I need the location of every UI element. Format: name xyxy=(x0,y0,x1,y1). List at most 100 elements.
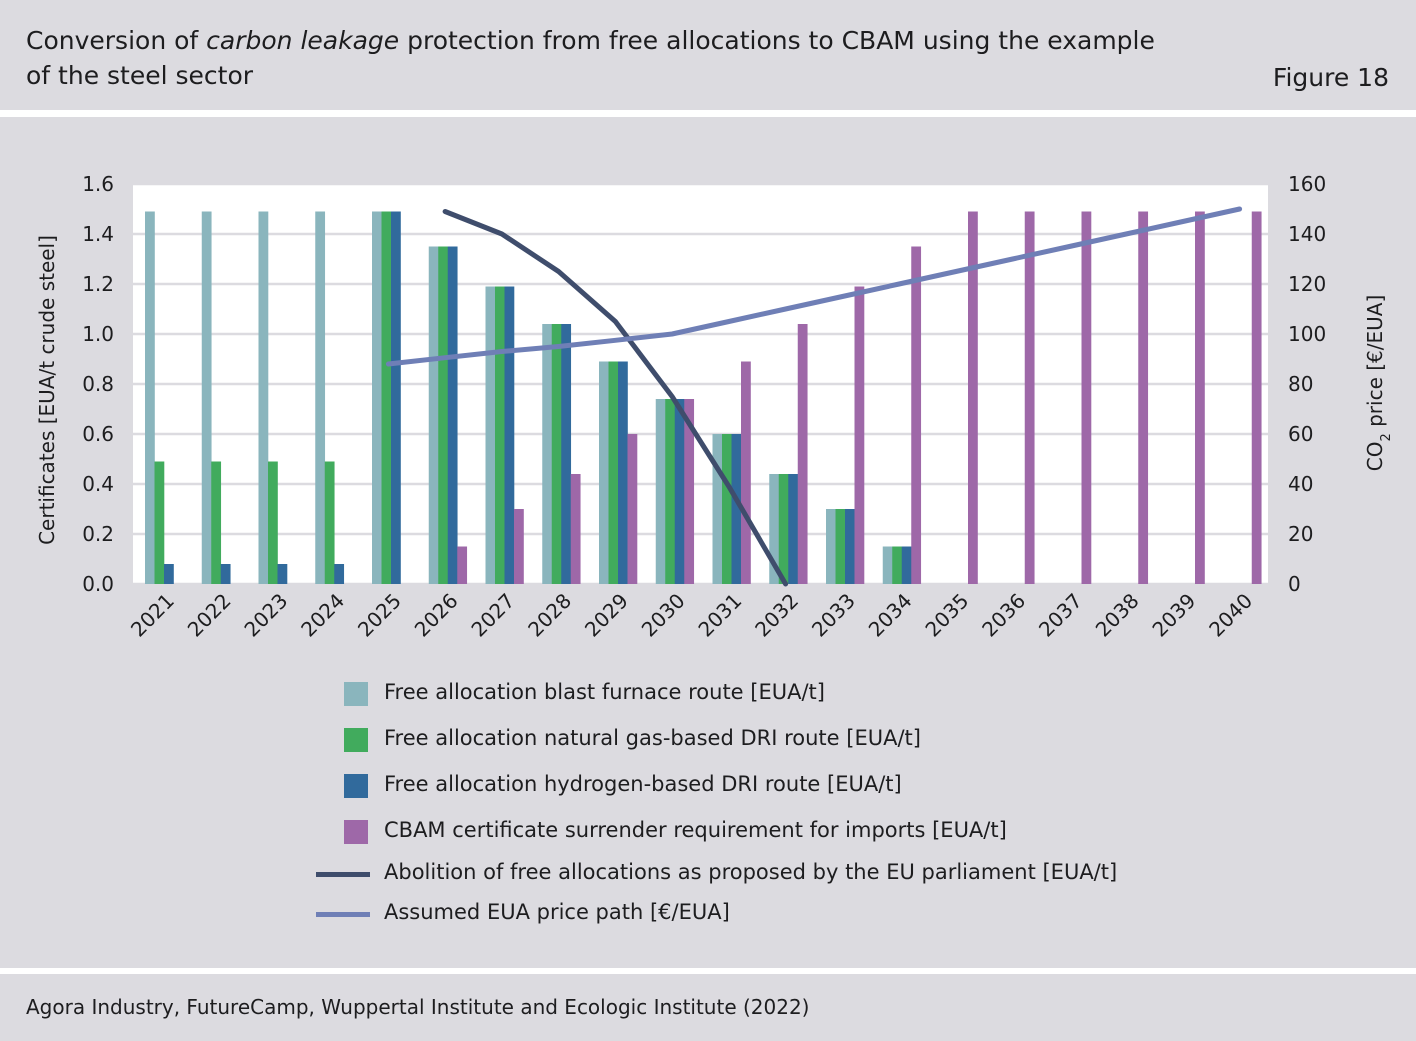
bar-hydrogen-dri-2030 xyxy=(674,399,685,584)
legend-label-natural-gas-dri: Free allocation natural gas-based DRI ro… xyxy=(384,726,921,750)
y-tick-label: 1.0 xyxy=(82,322,114,346)
y2-axis-ticks: 0 20 40 60 80 100 120 140 160 xyxy=(1288,172,1326,596)
y-tick-label: 1.2 xyxy=(82,272,114,296)
x-tick-label: 2021 xyxy=(126,589,179,642)
y-tick-label: 0.0 xyxy=(82,572,114,596)
legend-label-blast-furnace: Free allocation blast furnace route [EUA… xyxy=(384,680,825,704)
source-note: Agora Industry, FutureCamp, Wuppertal In… xyxy=(26,995,810,1019)
x-tick-label: 2036 xyxy=(977,589,1030,642)
legend-swatch-natural-gas-dri xyxy=(344,728,368,752)
x-tick-label: 2031 xyxy=(693,589,746,642)
bar-natural-gas-dri-2021 xyxy=(154,461,165,584)
x-tick-label: 2027 xyxy=(466,589,519,642)
bar-natural-gas-dri-2034 xyxy=(892,546,903,584)
bar-blast-furnace-2033 xyxy=(826,509,836,584)
legend-swatch-cbam xyxy=(344,820,368,844)
bar-blast-furnace-2023 xyxy=(258,211,269,584)
y2-axis-title: CO2 price [€/EUA] xyxy=(1363,295,1394,472)
y2-tick-label: 40 xyxy=(1288,472,1313,496)
x-tick-label: 2026 xyxy=(410,589,463,642)
bar-natural-gas-dri-2024 xyxy=(324,461,335,584)
legend-line-eua-price xyxy=(316,912,370,917)
bar-blast-furnace-2034 xyxy=(882,546,893,584)
legend-line-abolition xyxy=(316,872,370,877)
bar-cbam-2029 xyxy=(627,434,638,584)
x-tick-label: 2040 xyxy=(1204,589,1257,642)
bar-hydrogen-dri-2032 xyxy=(788,474,799,584)
bar-blast-furnace-2031 xyxy=(712,434,723,584)
y2-tick-label: 80 xyxy=(1288,372,1313,396)
bar-cbam-2039 xyxy=(1195,211,1205,584)
bar-natural-gas-dri-2028 xyxy=(551,324,562,584)
x-axis-ticks: 2021 2022 2023 2024 2025 2026 2027 2028 2029 2030… xyxy=(126,589,1257,642)
legend-label-eua-price: Assumed EUA price path [€/EUA] xyxy=(384,900,730,924)
y2-tick-label: 100 xyxy=(1288,322,1326,346)
bar-cbam-2027 xyxy=(514,509,524,584)
x-tick-label: 2037 xyxy=(1034,589,1087,642)
legend-swatch-hydrogen-dri xyxy=(344,774,368,798)
y2-tick-label: 0 xyxy=(1288,572,1301,596)
bar-natural-gas-dri-2025 xyxy=(381,211,392,584)
bar-blast-furnace-2021 xyxy=(145,211,155,584)
figure-label: Figure 18 xyxy=(1272,63,1389,92)
bar-hydrogen-dri-2029 xyxy=(618,361,628,584)
chart-title-line-1: Conversion of carbon leakage protection … xyxy=(26,26,1155,55)
bar-cbam-2031 xyxy=(741,361,751,584)
lines xyxy=(385,206,1243,587)
y-tick-label: 0.8 xyxy=(82,372,114,396)
bar-cbam-2034 xyxy=(911,246,922,584)
y2-tick-label: 60 xyxy=(1288,422,1313,446)
bar-blast-furnace-2032 xyxy=(769,474,780,584)
line-abolition xyxy=(442,209,789,587)
bar-cbam-2032 xyxy=(797,324,808,584)
bar-cbam-2038 xyxy=(1138,211,1149,584)
x-tick-label: 2025 xyxy=(353,589,406,642)
y2-tick-label: 160 xyxy=(1288,172,1326,196)
bar-natural-gas-dri-2032 xyxy=(778,474,789,584)
bar-blast-furnace-2025 xyxy=(372,211,382,584)
x-tick-label: 2033 xyxy=(807,589,860,642)
bar-hydrogen-dri-2024 xyxy=(334,564,345,584)
bar-blast-furnace-2030 xyxy=(655,399,666,584)
x-tick-label: 2028 xyxy=(523,589,576,642)
x-tick-label: 2023 xyxy=(239,589,292,642)
legend-label-cbam: CBAM certificate surrender requirement f… xyxy=(384,818,1007,842)
bar-hydrogen-dri-2023 xyxy=(277,564,288,584)
bar-natural-gas-dri-2022 xyxy=(211,461,222,584)
bar-natural-gas-dri-2023 xyxy=(268,461,278,584)
bar-natural-gas-dri-2030 xyxy=(665,399,676,584)
y2-tick-label: 140 xyxy=(1288,222,1326,246)
bar-cbam-2026 xyxy=(457,546,468,584)
bar-hydrogen-dri-2026 xyxy=(447,246,458,584)
bar-cbam-2035 xyxy=(968,211,978,584)
bar-blast-furnace-2026 xyxy=(428,246,439,584)
bar-blast-furnace-2028 xyxy=(542,324,553,584)
bar-hydrogen-dri-2028 xyxy=(561,324,572,584)
y-axis-ticks: 0.0 0.2 0.4 0.6 0.8 1.0 1.2 1.4 1.6 xyxy=(82,172,114,596)
x-tick-label: 2030 xyxy=(637,589,690,642)
chart-title-line-2: of the steel sector xyxy=(26,61,254,90)
footer-band xyxy=(0,974,1416,1041)
x-tick-label: 2038 xyxy=(1091,589,1144,642)
y2-tick-label: 120 xyxy=(1288,272,1326,296)
bar-natural-gas-dri-2027 xyxy=(495,286,505,584)
bar-hydrogen-dri-2033 xyxy=(845,509,855,584)
y-tick-label: 1.6 xyxy=(82,172,114,196)
bar-cbam-2030 xyxy=(684,399,695,584)
bars xyxy=(145,211,1262,584)
bar-natural-gas-dri-2026 xyxy=(438,246,449,584)
line-eua-price xyxy=(385,206,1243,367)
bar-hydrogen-dri-2031 xyxy=(731,434,742,584)
y-tick-label: 0.6 xyxy=(82,422,114,446)
bar-blast-furnace-2022 xyxy=(201,211,212,584)
x-tick-label: 2035 xyxy=(920,589,973,642)
y-tick-label: 1.4 xyxy=(82,222,114,246)
bar-blast-furnace-2027 xyxy=(485,286,496,584)
bar-cbam-2040 xyxy=(1251,211,1262,584)
x-tick-label: 2034 xyxy=(864,589,917,642)
y-tick-label: 0.4 xyxy=(82,472,114,496)
bar-natural-gas-dri-2033 xyxy=(835,509,846,584)
y2-tick-label: 20 xyxy=(1288,522,1313,546)
bar-blast-furnace-2024 xyxy=(315,211,326,584)
bar-hydrogen-dri-2027 xyxy=(504,286,515,584)
